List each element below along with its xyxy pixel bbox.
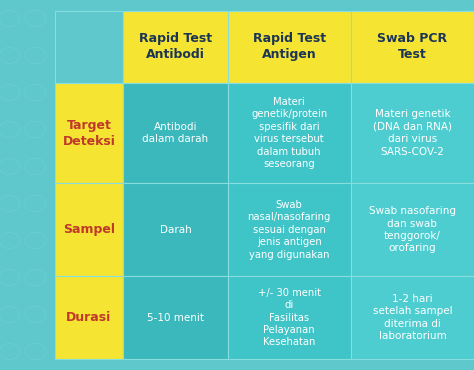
Text: Durasi: Durasi: [66, 311, 111, 324]
FancyBboxPatch shape: [351, 11, 474, 83]
FancyBboxPatch shape: [55, 276, 123, 359]
FancyBboxPatch shape: [123, 11, 228, 83]
Text: Swab nasofaring
dan swab
tenggorok/
orofaring: Swab nasofaring dan swab tenggorok/ orof…: [369, 206, 456, 253]
FancyBboxPatch shape: [123, 183, 228, 276]
FancyBboxPatch shape: [351, 183, 474, 276]
FancyBboxPatch shape: [55, 83, 123, 183]
Text: Rapid Test
Antigen: Rapid Test Antigen: [253, 33, 326, 61]
Text: Antibodi
dalam darah: Antibodi dalam darah: [142, 122, 209, 144]
FancyBboxPatch shape: [228, 11, 351, 83]
Text: +/- 30 menit
di
Fasilitas
Pelayanan
Kesehatan: +/- 30 menit di Fasilitas Pelayanan Kese…: [258, 288, 320, 347]
Text: 1-2 hari
setelah sampel
diterima di
laboratorium: 1-2 hari setelah sampel diterima di labo…: [373, 294, 452, 341]
FancyBboxPatch shape: [55, 183, 123, 276]
Text: Darah: Darah: [160, 225, 191, 235]
Text: Sampel: Sampel: [63, 223, 115, 236]
Text: 5-10 menit: 5-10 menit: [147, 313, 204, 323]
Text: Rapid Test
Antibodi: Rapid Test Antibodi: [139, 33, 212, 61]
FancyBboxPatch shape: [228, 276, 351, 359]
FancyBboxPatch shape: [228, 183, 351, 276]
FancyBboxPatch shape: [55, 11, 123, 83]
Text: Swab
nasal/nasofaring
sesuai dengan
jenis antigen
yang digunakan: Swab nasal/nasofaring sesuai dengan jeni…: [247, 200, 331, 260]
FancyBboxPatch shape: [123, 276, 228, 359]
FancyBboxPatch shape: [228, 83, 351, 183]
FancyBboxPatch shape: [351, 83, 474, 183]
FancyBboxPatch shape: [351, 276, 474, 359]
Text: Materi genetik
(DNA dan RNA)
dari virus
SARS-COV-2: Materi genetik (DNA dan RNA) dari virus …: [373, 110, 452, 157]
Text: Target
Deteksi: Target Deteksi: [63, 118, 115, 148]
FancyBboxPatch shape: [123, 83, 228, 183]
Text: Swab PCR
Test: Swab PCR Test: [377, 33, 447, 61]
Text: Materi
genetik/protein
spesifik dari
virus tersebut
dalam tubuh
seseorang: Materi genetik/protein spesifik dari vir…: [251, 97, 327, 169]
